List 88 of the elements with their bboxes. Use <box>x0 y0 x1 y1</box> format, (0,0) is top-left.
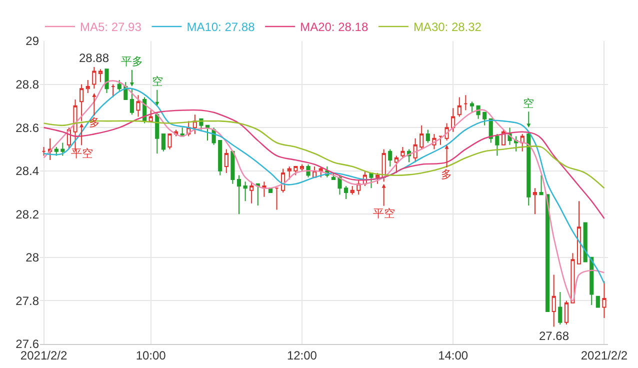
candlestick <box>80 84 84 122</box>
annotation: 28.88 <box>79 51 110 65</box>
candlestick <box>558 292 562 326</box>
candlestick <box>576 200 582 264</box>
candlestick <box>236 174 242 215</box>
candlestick <box>464 94 468 111</box>
candlestick <box>192 114 197 135</box>
candlestick <box>338 174 342 196</box>
annotation: 平空 <box>373 207 395 220</box>
candlestick <box>426 129 430 144</box>
candlestick <box>117 79 122 92</box>
x-tick-label: 14:00 <box>438 348 468 362</box>
candlestick <box>294 166 298 176</box>
line-series <box>43 109 605 220</box>
candlestick <box>350 186 354 196</box>
candlestick <box>104 68 109 94</box>
candlestick <box>130 88 134 116</box>
annotation: 27.68 <box>539 329 570 343</box>
x-tick-label: 12:00 <box>286 348 318 362</box>
candlestick <box>136 94 140 118</box>
y-tick-label: 28.6 <box>16 120 40 135</box>
legend-label: MA20: 28.18 <box>300 20 368 34</box>
candlestick <box>596 296 600 308</box>
legend-label: MA5: 27.93 <box>80 20 142 34</box>
y-tick-label: 29 <box>26 34 40 48</box>
candlestick <box>602 280 606 319</box>
candlestick <box>520 134 524 152</box>
candlestick <box>111 84 116 98</box>
candlestick <box>526 131 531 206</box>
candlestick <box>168 134 172 150</box>
candlestick <box>495 134 500 156</box>
candlestick <box>148 110 153 122</box>
y-tick-label: 28 <box>26 250 40 265</box>
candlestick <box>420 124 424 150</box>
candlestick <box>205 124 210 142</box>
candlestick <box>546 194 550 312</box>
annotation: 平空 <box>71 147 93 160</box>
candlestick <box>218 140 222 176</box>
candlestick <box>394 155 398 174</box>
annotation: 多 <box>441 169 452 181</box>
candlestick <box>287 166 292 180</box>
candlestick <box>243 181 248 202</box>
candlestick <box>92 66 96 90</box>
candlestick <box>300 164 304 172</box>
candlestick <box>48 138 52 161</box>
candlestick <box>274 188 279 210</box>
y-tick-label: 27.8 <box>16 294 40 308</box>
candlestick <box>413 138 418 163</box>
candlestick <box>318 166 323 178</box>
candlestick <box>54 146 58 156</box>
candlestick <box>438 136 443 146</box>
candlestick <box>388 148 392 168</box>
x-tick-label: 10:00 <box>136 348 166 362</box>
candlestick <box>250 181 254 204</box>
y-tick-label: 28.4 <box>16 164 40 178</box>
candlestick <box>532 188 537 215</box>
candlestick <box>98 68 102 83</box>
candlestick <box>230 150 235 184</box>
candlestick <box>583 222 588 262</box>
candlestick <box>382 148 386 182</box>
candlestick <box>369 172 374 189</box>
candlestick <box>514 136 518 152</box>
candlestick <box>590 256 594 306</box>
candlestick <box>570 252 575 304</box>
annotation: 平多 <box>121 56 143 68</box>
candlestick <box>155 112 160 154</box>
candlestick <box>344 186 348 200</box>
candlestick <box>470 101 474 113</box>
annotation: 空 <box>523 97 534 110</box>
legend-label: MA30: 28.32 <box>413 20 482 34</box>
candlestick <box>60 142 65 156</box>
candlestick <box>564 300 568 326</box>
candlestick <box>224 148 228 174</box>
candlestick <box>161 134 166 152</box>
candlestick <box>400 146 405 158</box>
candlestick <box>256 183 260 206</box>
candlestick <box>457 96 462 118</box>
x-tick-label: 2021/2/2 <box>580 348 628 362</box>
candlestick <box>539 174 544 196</box>
y-tick-label: 28.2 <box>16 207 40 222</box>
candlestick <box>42 146 46 156</box>
y-tick-label: 28.8 <box>16 77 40 92</box>
candlestick <box>552 274 556 328</box>
annotation: 空 <box>152 75 163 88</box>
legend-label: MA10: 27.88 <box>186 20 256 34</box>
candlestick <box>482 112 487 126</box>
candlestick <box>451 108 456 132</box>
candlestick <box>86 79 90 94</box>
